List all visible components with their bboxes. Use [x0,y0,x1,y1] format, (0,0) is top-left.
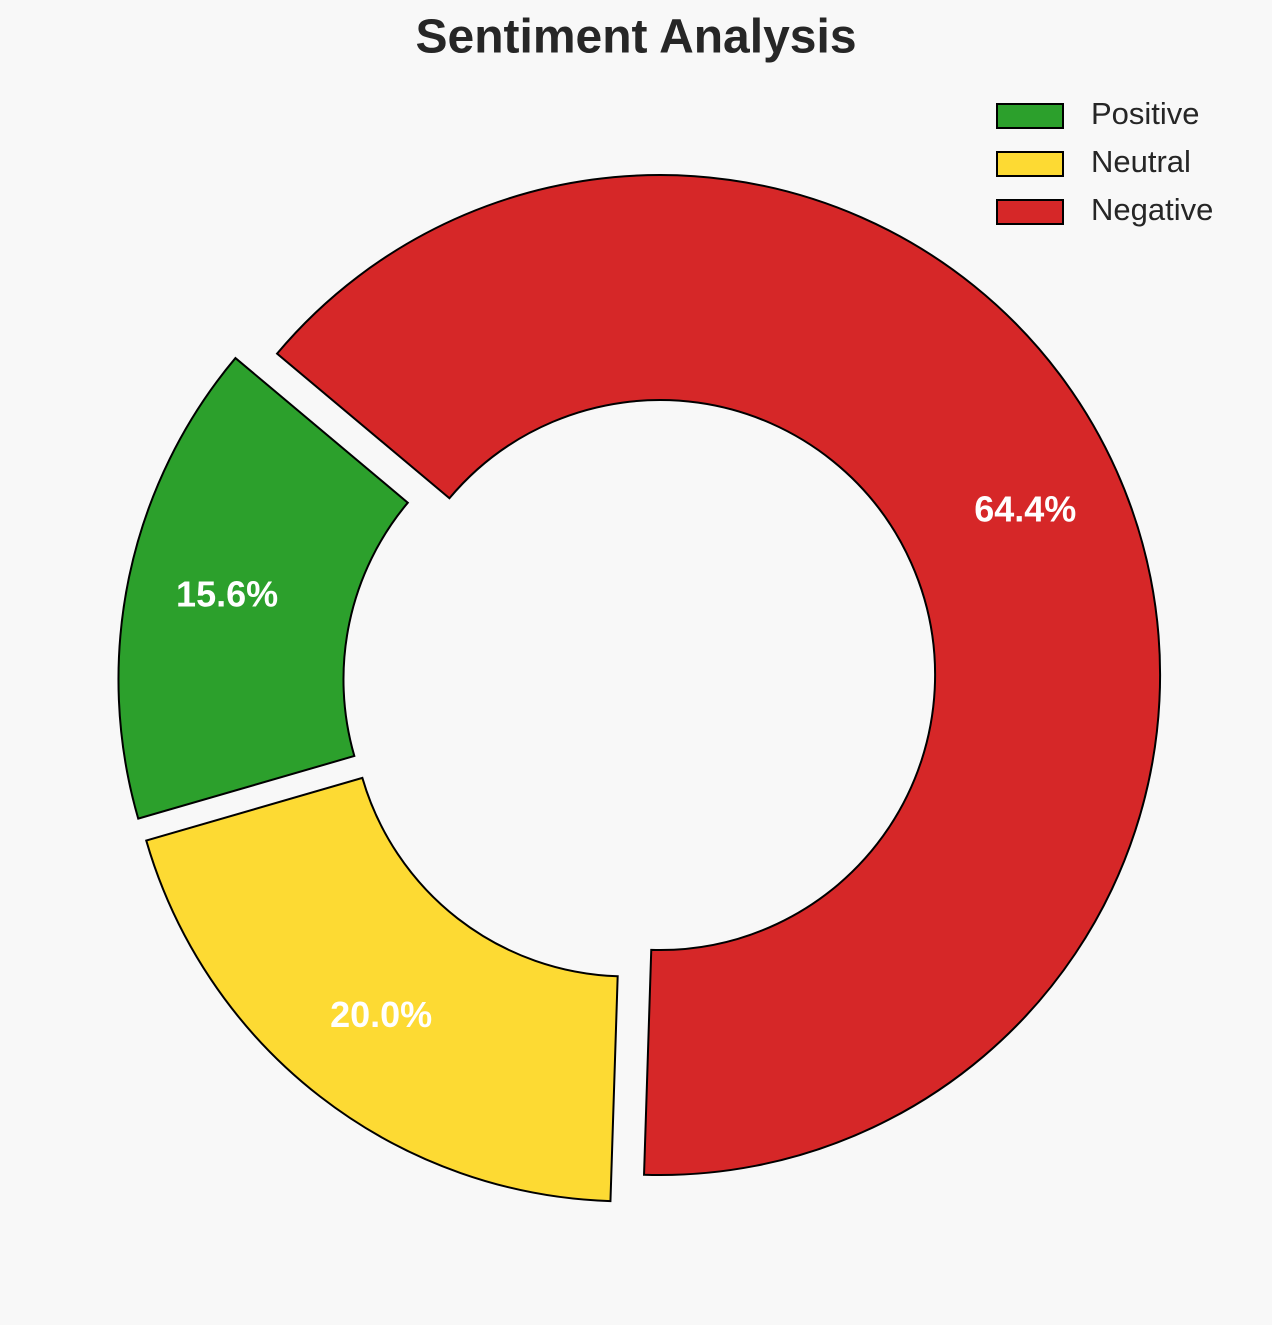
slice [145,776,619,1203]
value-label: 64.4% [974,488,1076,529]
slice [117,356,410,820]
slice [275,174,1162,1177]
legend-swatch [996,151,1064,177]
legend-label: Positive [1091,96,1200,131]
value-label: 15.6% [176,573,278,614]
legend-label: Neutral [1091,144,1191,179]
legend: Positive Neutral Negative [996,96,1213,227]
legend-swatch [996,199,1064,225]
legend-swatch [996,103,1064,129]
donut: 15.6% 20.0% 64.4% [117,174,1162,1203]
value-label: 20.0% [330,994,432,1035]
legend-label: Negative [1091,192,1213,227]
chart-title: Sentiment Analysis [415,11,856,64]
